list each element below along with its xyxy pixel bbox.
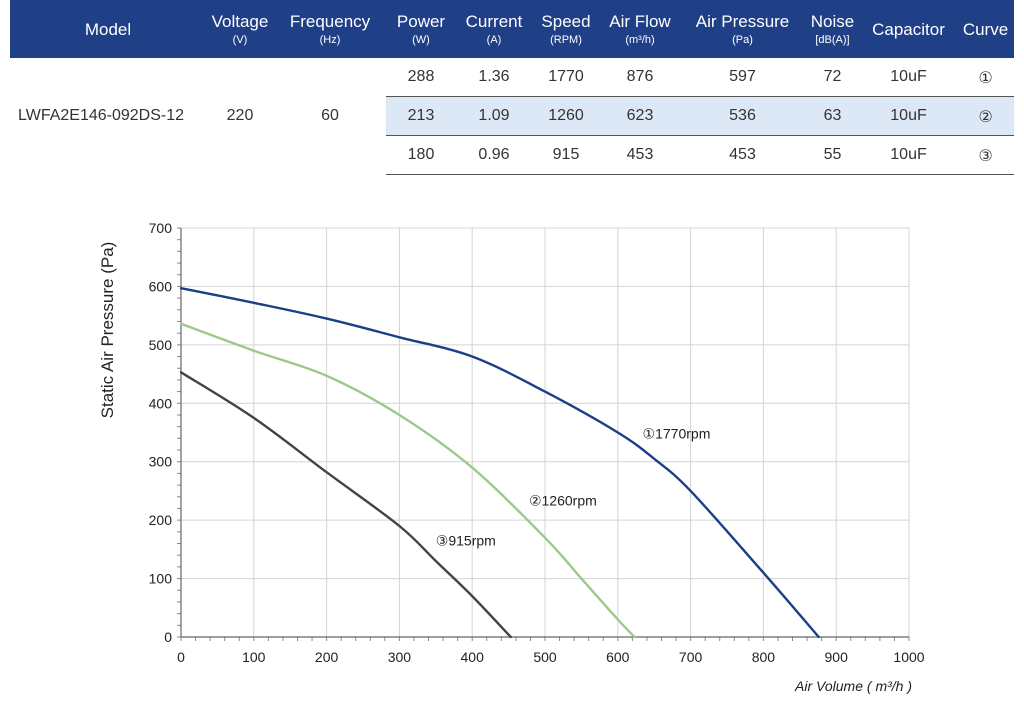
y-tick-label: 300: [149, 454, 173, 470]
x-axis-label: Air Volume ( m³/h ): [794, 678, 912, 694]
header-frequency: Frequency (Hz): [274, 0, 386, 58]
x-tick-label: 400: [461, 649, 485, 665]
series-label-3: ③915rpm: [436, 532, 496, 548]
x-tick-label: 900: [825, 649, 849, 665]
header-airflow: Air Flow (m³/h): [600, 0, 680, 58]
x-tick-label: 800: [752, 649, 776, 665]
table-row: 180 0.96 915 453 453 55 10uF ③: [10, 135, 1014, 175]
noise-cell: 72: [805, 58, 860, 97]
x-tick-label: 600: [606, 649, 630, 665]
power-cell: 180: [386, 135, 456, 175]
pressure-cell: 597: [680, 58, 805, 97]
header-air-pressure: Air Pressure (Pa): [680, 0, 805, 58]
curve-cell: ①: [957, 58, 1014, 97]
series-label-2: ②1260rpm: [529, 493, 597, 509]
x-tick-label: 300: [388, 649, 412, 665]
airflow-cell: 453: [600, 135, 680, 175]
header-current: Current (A): [456, 0, 532, 58]
curve-cell: ②: [957, 96, 1014, 136]
current-cell: 0.96: [456, 135, 532, 175]
noise-cell: 55: [805, 135, 860, 175]
x-tick-label: 500: [533, 649, 557, 665]
table-header-row: Model Voltage (V) Frequency (Hz) Power (W) …: [10, 0, 1014, 58]
chart-axes: 0 100 200 300 400 500 600 700 800 900 1000 0 100 200 3…: [149, 220, 925, 665]
y-tick-label: 100: [149, 571, 173, 587]
current-cell: 1.09: [456, 96, 532, 136]
speed-cell: 915: [532, 135, 600, 175]
table-row: 213 1.09 1260 623 536 63 10uF ②: [10, 96, 1014, 136]
y-tick-label: 0: [164, 629, 172, 645]
speed-cell: 1770: [532, 58, 600, 97]
table-row: LWFA2E146-092DS-12 220 60 288 1.36 1770 …: [10, 58, 1014, 124]
capacitor-cell: 10uF: [860, 58, 957, 97]
x-tick-label: 0: [177, 649, 185, 665]
header-curve: Curve: [957, 0, 1014, 58]
airflow-cell: 623: [600, 96, 680, 136]
curve-cell: ③: [957, 135, 1014, 175]
header-model: Model: [10, 0, 206, 58]
y-tick-label: 700: [149, 220, 173, 236]
capacitor-cell: 10uF: [860, 135, 957, 175]
chart-series: [179, 287, 820, 639]
noise-cell: 63: [805, 96, 860, 136]
header-noise: Noise [dB(A)]: [805, 0, 860, 58]
y-axis-label: Static Air Pressure (Pa): [98, 242, 117, 419]
voltage-cell: 220: [226, 107, 254, 125]
capacitor-cell: 10uF: [860, 96, 957, 136]
pressure-cell: 453: [680, 135, 805, 175]
y-tick-label: 600: [149, 278, 173, 294]
x-tick-label: 100: [242, 649, 266, 665]
frequency-cell: 60: [321, 107, 339, 125]
y-tick-label: 400: [149, 395, 173, 411]
header-voltage: Voltage (V): [206, 0, 274, 58]
pressure-cell: 536: [680, 96, 805, 136]
airflow-cell: 876: [600, 58, 680, 97]
header-speed: Speed (RPM): [532, 0, 600, 58]
power-cell: 213: [386, 96, 456, 136]
series-line-3: [179, 371, 512, 639]
chart-labels: ①1770rpm ②1260rpm ③915rpm: [436, 425, 711, 548]
x-tick-label: 200: [315, 649, 339, 665]
chart-grid: [180, 227, 910, 638]
header-capacitor: Capacitor: [860, 0, 957, 58]
y-tick-label: 500: [149, 337, 173, 353]
plot-frame: [180, 227, 910, 638]
series-line-1: [179, 287, 820, 639]
speed-cell: 1260: [532, 96, 600, 136]
spec-table: Model Voltage (V) Frequency (Hz) Power (W) …: [10, 0, 1014, 175]
x-tick-label: 1000: [893, 649, 924, 665]
series-line-2: [179, 322, 636, 639]
y-tick-label: 200: [149, 512, 173, 528]
series-label-1: ①1770rpm: [643, 425, 711, 441]
header-power: Power (W): [386, 0, 456, 58]
x-tick-label: 700: [679, 649, 703, 665]
current-cell: 1.36: [456, 58, 532, 97]
model-cell: LWFA2E146-092DS-12: [18, 107, 185, 125]
power-cell: 288: [386, 58, 456, 97]
